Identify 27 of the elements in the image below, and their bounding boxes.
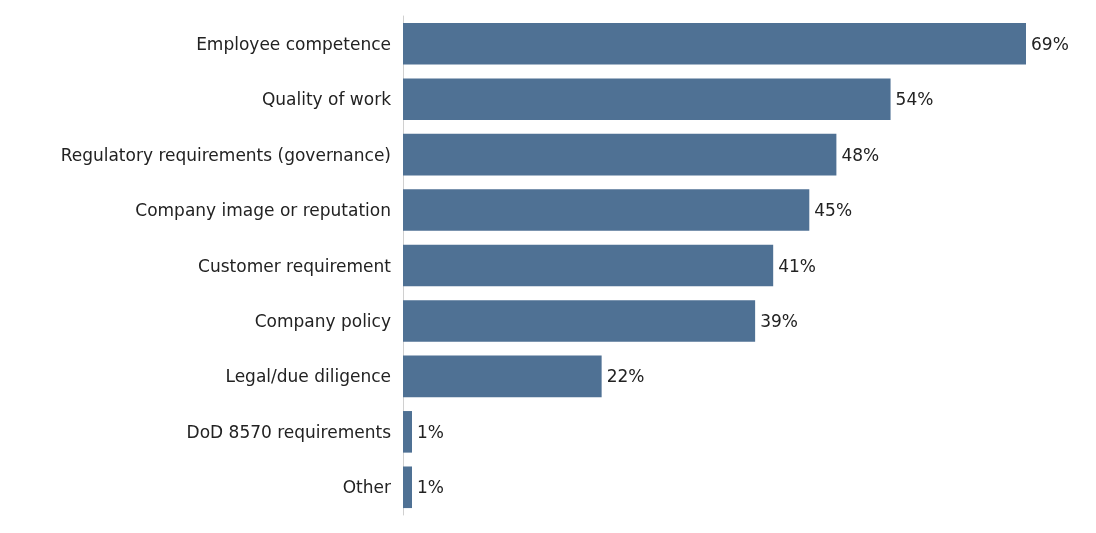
bar [403,22,1026,65]
data-label: 39% [760,310,798,331]
y-tick-label: Customer requirement [198,255,392,276]
bar [403,355,602,398]
y-tick-label: Legal/due diligence [225,366,391,387]
bar [403,78,891,120]
y-tick-label: Other [342,477,391,498]
data-label: 22% [606,366,645,387]
bar [403,466,413,509]
data-label: 1% [417,421,445,442]
y-tick-label: Company policy [254,310,391,331]
y-tick-label: DoD 8570 requirements [186,421,392,442]
data-label: 45% [814,200,853,221]
y-tick-label: Company image or reputation [135,200,391,221]
bar [403,300,756,342]
bar [403,244,774,287]
bar [403,133,837,176]
data-label: 48% [841,144,880,165]
y-tick-label: Regulatory requirements (governance) [60,144,391,165]
bar [403,411,413,453]
y-tick-label: Employee competence [196,33,391,54]
data-label: 41% [778,255,816,276]
bar [403,189,810,231]
data-label: 54% [895,89,934,110]
data-label: 1% [417,477,445,498]
y-tick-label: Quality of work [261,89,392,110]
data-label: 69% [1031,33,1069,54]
